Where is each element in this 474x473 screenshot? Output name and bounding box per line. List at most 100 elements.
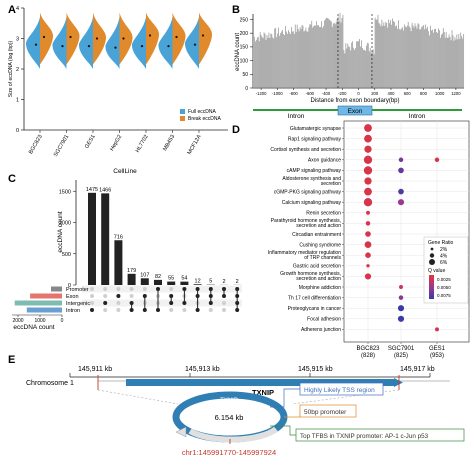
panel-b-bar <box>300 29 302 88</box>
panel-c-set-label: Promoter <box>66 287 89 293</box>
panel-c-y-tick-label: 1000 <box>59 221 71 227</box>
panel-b-bar <box>260 35 262 88</box>
panel-e-chromosome-label: Chromosome 1 <box>26 380 74 387</box>
panel-d-point <box>398 188 404 195</box>
panel-b-bar <box>437 32 438 88</box>
panel-a-violin-full <box>52 17 67 69</box>
panel-b-bar <box>364 49 365 88</box>
panel-b-bar <box>297 28 299 88</box>
panel-b-bar <box>355 48 356 88</box>
panel-c-set-label: Intergenic <box>66 301 90 307</box>
panel-b-x-ticks: -1200 -1000 -800 -600 -400 -200 0 200 400 600 800 1… <box>256 88 461 96</box>
panel-d-size-legend-label: 4% <box>440 253 448 259</box>
panel-b-bar <box>398 20 399 88</box>
panel-b-bar <box>428 31 429 88</box>
panel-a-x-label: CellLine <box>113 168 137 175</box>
panel-b-bar <box>458 33 460 88</box>
panel-d-group-count: (828) <box>361 353 375 359</box>
panel-c-matrix-dot <box>103 294 108 298</box>
panel-d-pathway-label: cAMP signaling pathway <box>287 168 342 174</box>
panel-b-intron-right-label: Intron <box>409 113 426 120</box>
panel-b-bar <box>378 22 380 88</box>
panel-d-color-tick-1: 0.0025 <box>437 277 451 282</box>
panel-c-matrix-row-shade <box>82 285 242 293</box>
panel-b-bar <box>436 32 437 88</box>
panel-d-point <box>364 145 372 153</box>
panel-c-bar <box>127 273 136 285</box>
panel-b-bar <box>434 28 435 88</box>
panel-b-bar <box>446 37 448 88</box>
panel-d-pathway-label: Axon guidance <box>308 158 341 164</box>
panel-d-point <box>399 285 403 289</box>
panel-c-bar <box>193 284 202 285</box>
panel-c-bar <box>167 281 176 285</box>
panel-b-bar <box>358 41 359 88</box>
panel-b-bar <box>291 31 293 88</box>
panel-b-bar <box>317 25 318 88</box>
panel-c-bar-value: 5 <box>209 279 212 285</box>
panel-d-point <box>366 210 370 215</box>
panel-d-point <box>398 167 404 174</box>
panel-a-x-tick-label: BGC823 <box>28 134 44 155</box>
panel-c-bar-value: 12 <box>195 278 201 284</box>
panel-b-x-tick-label: 400 <box>387 91 395 96</box>
panel-c-matrix-dot <box>222 301 226 305</box>
panel-d-plot-frame <box>343 120 470 343</box>
panel-e-coordinates: chr1:145991770-145997924 <box>182 448 276 457</box>
panel-c-matrix-dot <box>208 308 213 312</box>
panel-e-annotation-box-promoter <box>299 404 357 418</box>
panel-b-bar <box>278 27 279 88</box>
panel-b-bar <box>382 25 384 89</box>
panel-a-median-full <box>193 43 197 46</box>
panel-a-violin-break <box>146 12 160 65</box>
panel-b-bar <box>288 30 289 89</box>
panel-a-median-break <box>148 34 152 37</box>
panel-b-bar <box>408 26 410 88</box>
panel-b-bar <box>259 32 261 88</box>
panel-c-matrix-dot <box>222 308 226 312</box>
panel-b-bar <box>271 34 273 88</box>
panel-b-bar <box>410 31 412 88</box>
panel-d-color-tick-2: 0.0050 <box>437 285 451 290</box>
panel-b-bar <box>449 36 451 88</box>
panel-b-exon-label: Exon <box>348 108 363 115</box>
panel-e-annotation-tfbs: Top TFBS in TXNIP promoter: AP-1 c-Jun p… <box>300 433 429 440</box>
panel-b-bar <box>356 41 357 88</box>
panel-b-bar <box>351 42 353 88</box>
panel-b-bar <box>447 37 449 88</box>
panel-b-bar <box>342 14 344 88</box>
panel-b-bar <box>295 31 297 88</box>
panel-c-matrix-dot <box>129 294 134 298</box>
panel-c-matrix-dot <box>169 308 174 312</box>
panel-a-median-break <box>69 35 72 39</box>
panel-b-bar <box>261 36 263 88</box>
panel-d-group-count: (825) <box>394 353 408 359</box>
panel-c-y-tick-label: 0 <box>68 283 71 289</box>
panel-b-bar <box>435 28 436 88</box>
panel-c-matrix-dot <box>90 294 94 298</box>
panel-b-y-label: eccDNA count <box>235 33 241 71</box>
panel-a-violin-full <box>184 17 199 69</box>
panel-b-bar <box>369 47 371 88</box>
panel-d-pathway-label: cGMP-PKG signaling pathway <box>274 189 342 195</box>
panel-e-gene-bar <box>126 379 394 386</box>
panel-b-bar <box>276 37 278 88</box>
panel-c-bar <box>180 281 189 285</box>
panel-b-intron-left-label: Intron <box>288 113 305 120</box>
panel-c-bar-value: 2 <box>222 279 225 285</box>
panel-b-bar <box>389 23 391 89</box>
panel-c-set-axis-tick-label: 0 <box>61 318 64 324</box>
panel-b-x-label: Distance from exon boundary(bp) <box>310 98 399 104</box>
panel-b-bar <box>340 22 342 89</box>
panel-d-size-legend-dot <box>429 253 435 258</box>
panel-d-point <box>364 177 372 185</box>
panel-d-pathway-label: Renin secretion <box>306 211 341 217</box>
panel-b-bar <box>362 47 363 88</box>
panel-a-x-tick-label: HepG2 <box>109 134 123 152</box>
panel-b-bar <box>253 36 255 88</box>
panel-e-circle-label: TXNIP <box>220 398 238 404</box>
panel-b-bar <box>366 42 368 88</box>
panel-b-bar <box>345 43 347 88</box>
panel-d-group-name: GES1 <box>429 346 446 352</box>
panel-b-bar <box>433 32 434 88</box>
